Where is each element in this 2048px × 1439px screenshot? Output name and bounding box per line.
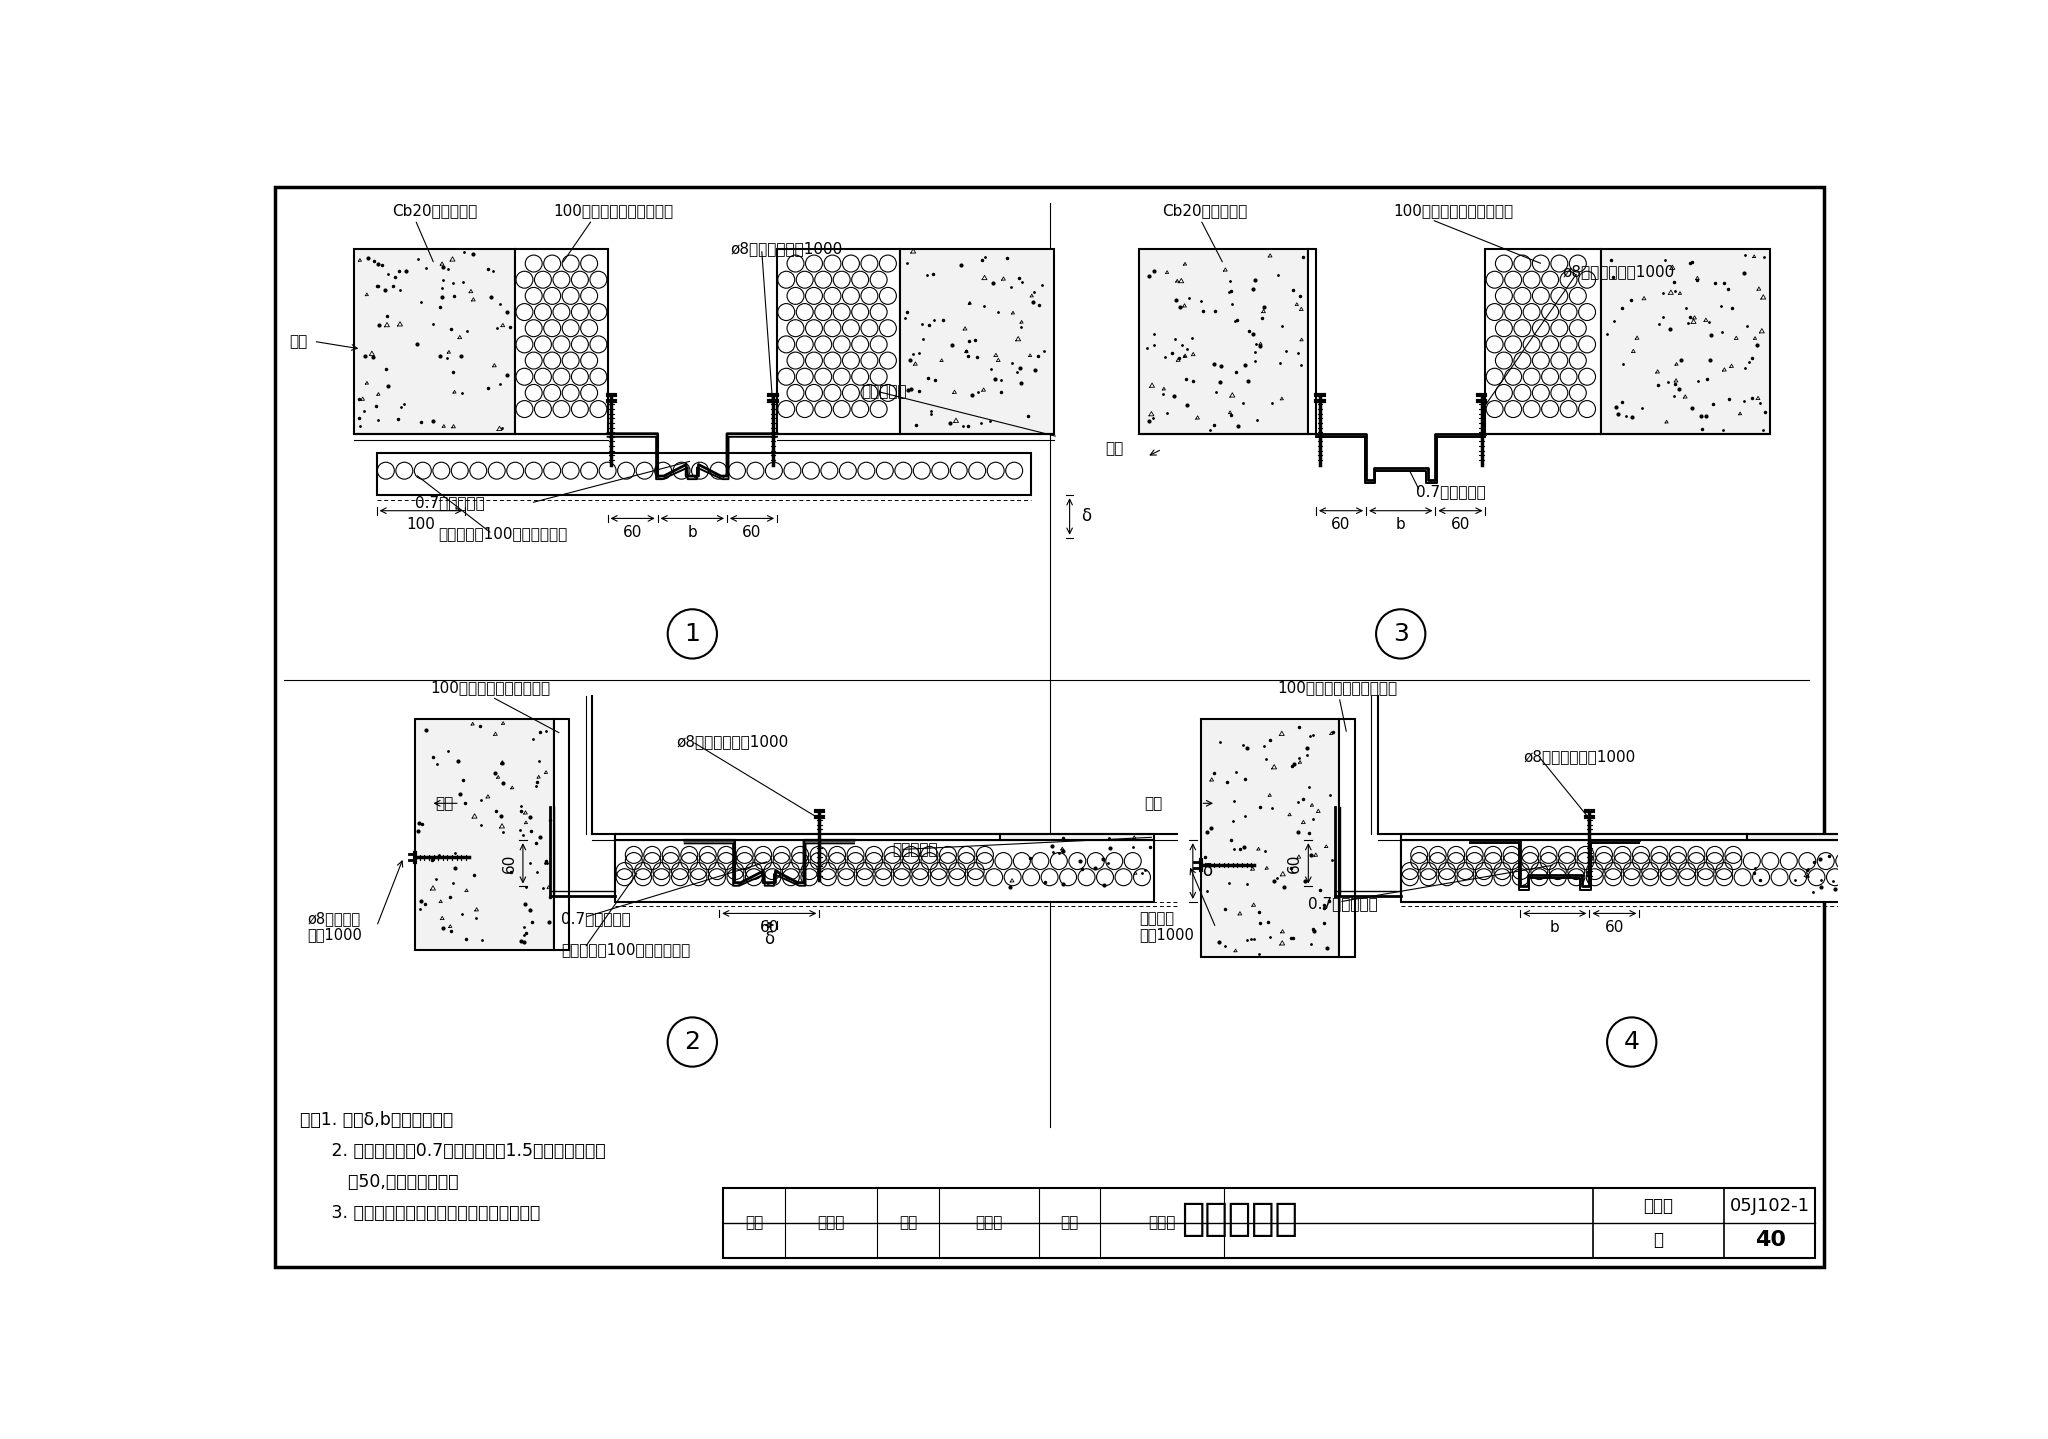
Text: 砌块: 砌块 [1143,796,1161,810]
Text: 接50,颜色同外墙面。: 接50,颜色同外墙面。 [315,1173,459,1191]
Text: 注：1. 图中δ,b按工程设计。: 注：1. 图中δ,b按工程设计。 [299,1111,453,1130]
Text: 按工程设计: 按工程设计 [862,384,907,399]
Bar [614,840,1155,902]
Bar [354,249,516,433]
Text: 100厚聚苯板用建筑胶粘牢: 100厚聚苯板用建筑胶粘牢 [1278,681,1397,695]
Text: 60: 60 [760,920,778,935]
Bar [1747,835,1886,895]
Text: 砌块: 砌块 [436,796,453,810]
Text: 0.7厚彩色钢板: 0.7厚彩色钢板 [1309,896,1378,911]
Text: 4: 4 [1624,1030,1640,1053]
Text: 按工程设计: 按工程设计 [893,842,938,858]
Text: b: b [1397,517,1405,532]
Text: 05J102-1: 05J102-1 [1731,1197,1810,1215]
Text: 转角处附加100宽加强网格布: 转角处附加100宽加强网格布 [561,943,690,957]
Text: 审核: 审核 [745,1216,764,1230]
Bar [1401,835,1747,895]
Bar [1602,249,1769,433]
Text: 40: 40 [1755,1230,1786,1250]
Text: 60: 60 [1450,517,1470,532]
Text: 100: 100 [406,517,436,532]
Text: 60: 60 [741,525,762,540]
Bar [776,249,901,433]
Bar [1309,249,1317,433]
Text: ø8尼龙锚栓: ø8尼龙锚栓 [307,911,360,927]
Text: 1: 1 [684,622,700,646]
Text: 3. 采用盖缝铝板时外露面需刷无光漆二遍。: 3. 采用盖缝铝板时外露面需刷无光漆二遍。 [315,1203,541,1222]
Text: 图集号: 图集号 [1645,1197,1673,1215]
Text: 中距1000: 中距1000 [1139,927,1194,941]
Text: 0.7厚彩色钢板: 0.7厚彩色钢板 [1415,484,1487,499]
Text: 砌块: 砌块 [1106,442,1124,456]
Text: ø8尼龙锚栓中距1000: ø8尼龙锚栓中距1000 [1563,265,1675,279]
Text: δ: δ [1081,508,1092,525]
Text: 校对: 校对 [899,1216,918,1230]
Bar [516,249,608,433]
Text: 2: 2 [684,1030,700,1053]
Text: 于本英: 于本英 [817,1216,844,1230]
Text: 60: 60 [502,853,516,873]
Text: 0.7厚彩色钢板: 0.7厚彩色钢板 [561,911,631,927]
Bar [614,835,999,895]
Text: 砌块: 砌块 [289,334,307,348]
Text: 页: 页 [1653,1232,1663,1249]
Text: 100厚聚苯板用建筑胶粘牢: 100厚聚苯板用建筑胶粘牢 [1393,203,1513,219]
Text: 60: 60 [623,525,643,540]
Text: δ: δ [1202,862,1212,881]
Bar [1401,840,1886,902]
Text: ø8尼龙锚栓中距1000: ø8尼龙锚栓中距1000 [678,734,788,750]
Text: 2. 图中盖缝板为0.7厚彩色钔板或1.5厚铝板，垂直搭: 2. 图中盖缝板为0.7厚彩色钔板或1.5厚铝板，垂直搭 [315,1143,606,1160]
Text: 100厚聚苯板用建筑胶粘牢: 100厚聚苯板用建筑胶粘牢 [430,681,551,695]
Text: 100厚聚苯板用建筑胶粘牢: 100厚聚苯板用建筑胶粘牢 [553,203,674,219]
Text: δ: δ [764,930,774,948]
Text: 转角处附加100宽加强网格布: 转角处附加100宽加强网格布 [438,527,567,541]
Text: b: b [688,525,696,540]
Text: Cb20混凝土灌实: Cb20混凝土灌实 [1161,203,1247,219]
Text: 中距1000: 中距1000 [307,927,362,941]
Text: 0.7厚彩色钢板: 0.7厚彩色钢板 [416,495,485,511]
Text: Cb20混凝土灌实: Cb20混凝土灌实 [391,203,477,219]
Bar [377,453,1030,495]
Bar [416,718,553,950]
Bar [723,1189,1815,1258]
Bar [999,835,1155,895]
Text: ø8尼龙锚栓中距1000: ø8尼龙锚栓中距1000 [1524,750,1636,764]
Bar [1485,249,1602,433]
Bar [1200,718,1339,957]
Text: 赵士目: 赵士目 [1149,1216,1176,1230]
Text: 高一明: 高一明 [975,1216,1001,1230]
Text: 60: 60 [1286,853,1303,873]
Bar [553,718,569,950]
Bar [1139,249,1309,433]
Text: 设计: 设计 [1061,1216,1079,1230]
Text: 膨锚螺栓: 膨锚螺栓 [1139,911,1174,927]
Text: 墙身变形缝: 墙身变形缝 [1180,1200,1298,1239]
Bar [1339,718,1354,957]
Bar [901,249,1055,433]
Text: 60: 60 [1331,517,1352,532]
Text: ø8尼龙锚栓中距1000: ø8尼龙锚栓中距1000 [731,242,844,256]
Text: 60: 60 [1606,920,1624,935]
Text: b: b [1550,920,1561,935]
Text: 3: 3 [1393,622,1409,646]
